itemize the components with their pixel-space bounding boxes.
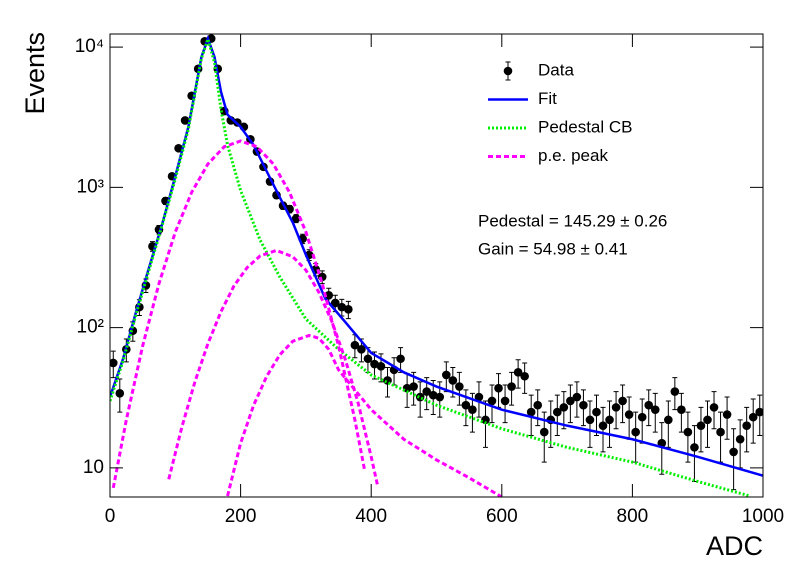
data-point <box>474 392 484 402</box>
data-point <box>650 405 660 414</box>
curve <box>167 248 380 487</box>
data-point <box>330 298 340 308</box>
x-tick-label: 0 <box>105 506 116 527</box>
data-point <box>441 370 451 380</box>
data-point <box>357 345 366 354</box>
data-point <box>664 415 673 425</box>
data-point <box>174 143 183 153</box>
data-point <box>180 116 190 125</box>
data-point <box>716 427 725 437</box>
legend-label: p.e. peak <box>538 146 608 165</box>
data-point <box>677 405 686 414</box>
data-point <box>500 396 510 406</box>
y-tick-label: 10² <box>77 317 104 338</box>
data-point <box>553 407 562 417</box>
data-point <box>559 403 569 412</box>
legend-symbol <box>503 66 513 76</box>
error-bar <box>587 400 593 448</box>
data-point <box>637 412 647 422</box>
data-point <box>572 392 582 402</box>
data-point <box>703 415 712 425</box>
annotation: Pedestal = 145.29 ± 0.26 <box>478 211 667 230</box>
y-tick-label: 10⁴ <box>75 36 104 57</box>
data-point <box>539 427 549 437</box>
x-tick-label: 800 <box>617 506 649 527</box>
error-bar <box>659 422 665 475</box>
data-point <box>468 405 477 414</box>
data-point <box>461 400 471 410</box>
data-point <box>729 447 738 457</box>
curve <box>111 139 367 489</box>
data-point <box>337 302 347 312</box>
data-point <box>481 415 490 425</box>
data-point <box>631 427 640 437</box>
data-point <box>579 400 588 410</box>
x-tick-label: 400 <box>355 506 387 527</box>
plot-area <box>110 34 763 497</box>
data-point <box>670 387 680 396</box>
data-point <box>110 358 118 368</box>
data-point <box>696 421 706 430</box>
data-point <box>513 368 523 377</box>
data-point <box>363 354 373 364</box>
data-point <box>755 407 763 417</box>
legend-label: Pedestal CB <box>538 117 633 136</box>
data-point <box>487 396 497 406</box>
annotation: Gain = 54.98 ± 0.41 <box>478 239 628 258</box>
data-point <box>605 415 614 425</box>
data-point <box>324 290 334 300</box>
frame <box>109 33 764 498</box>
data-point <box>507 382 516 391</box>
data-point <box>592 407 601 417</box>
y-tick-label: 10³ <box>77 176 104 197</box>
data-point <box>409 382 418 391</box>
data-point <box>618 396 627 406</box>
data-point <box>402 383 412 393</box>
data-point <box>455 382 464 391</box>
data-point <box>722 410 732 419</box>
data-point <box>598 421 608 430</box>
data-point <box>520 371 529 381</box>
data-point <box>566 396 575 406</box>
data-point <box>742 421 751 430</box>
data-point <box>683 427 693 437</box>
data-point <box>435 392 445 402</box>
curve <box>110 34 751 497</box>
data-point <box>383 376 392 385</box>
data-point <box>370 359 379 369</box>
x-tick-label: 600 <box>486 506 518 527</box>
data-point <box>735 434 745 444</box>
data-point <box>533 400 543 410</box>
data-point <box>585 415 595 425</box>
data-point <box>422 387 432 396</box>
data-point <box>428 390 438 400</box>
data-point <box>690 443 699 452</box>
error-bar <box>548 400 554 448</box>
error-bar <box>704 400 710 448</box>
x-axis-label: ADC <box>706 531 763 561</box>
data-point <box>494 383 503 393</box>
x-tick-label: 200 <box>225 506 257 527</box>
data-point <box>624 410 634 419</box>
data-point <box>526 407 536 417</box>
data-point <box>748 412 758 422</box>
data-point <box>709 403 719 412</box>
data-point <box>644 400 654 410</box>
error-bar <box>607 400 613 448</box>
data-point <box>396 354 405 364</box>
data-point <box>611 403 621 412</box>
data-point <box>291 214 301 223</box>
y-tick-label: 10 <box>83 457 104 478</box>
x-tick-label: 1000 <box>742 506 784 527</box>
y-axis-label: Events <box>20 32 50 115</box>
legend-label: Fit <box>538 89 557 108</box>
data-point <box>115 389 125 398</box>
data-point <box>448 376 458 385</box>
data-point <box>350 340 360 350</box>
data-point <box>376 361 386 371</box>
data-point <box>344 305 353 314</box>
legend-label: Data <box>538 60 574 79</box>
